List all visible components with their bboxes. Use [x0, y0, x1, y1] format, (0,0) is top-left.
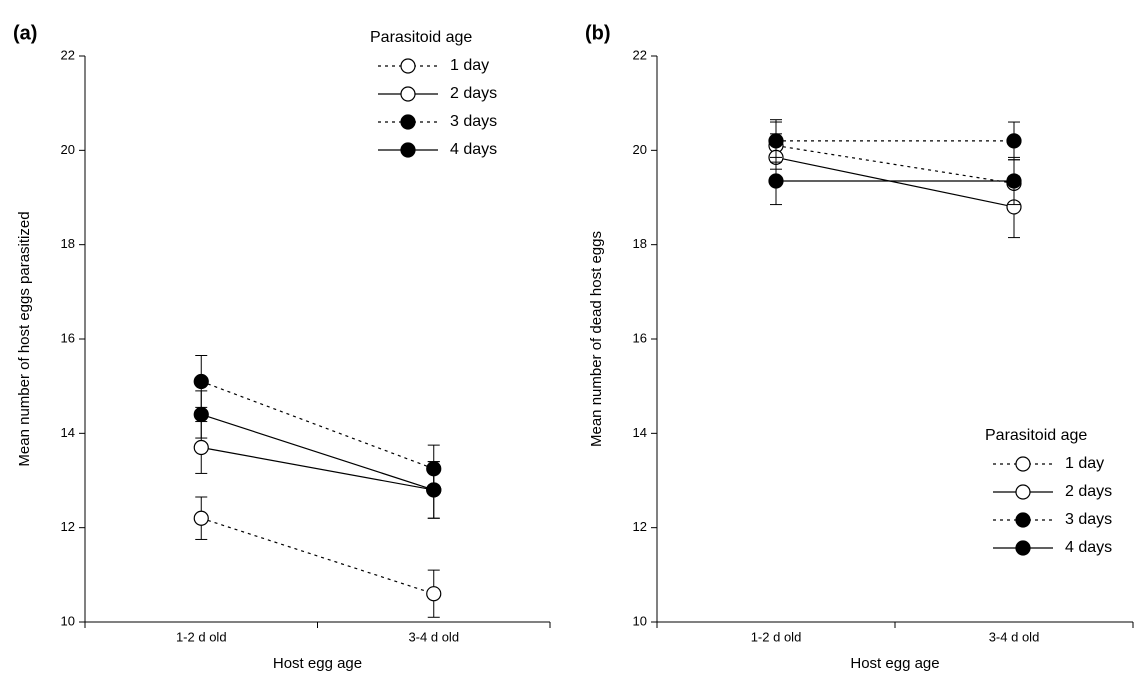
legend-title: Parasitoid age: [370, 29, 472, 46]
y-axis-label: Mean number of dead host eggs: [588, 231, 605, 447]
data-point: [193, 510, 209, 526]
panel-label: (a): [13, 22, 37, 44]
data-point: [193, 406, 209, 423]
series-line: [201, 380, 434, 470]
y-tick-label: 10: [61, 613, 75, 628]
y-axis-label: Mean number of host eggs parasitized: [16, 211, 33, 466]
x-tick-label: 3-4 d old: [408, 629, 459, 644]
legend-label: 3 days: [450, 113, 497, 130]
data-point: [426, 586, 442, 602]
data-point: [426, 482, 442, 498]
series-line: [775, 145, 1015, 184]
y-tick-label: 22: [61, 47, 75, 62]
series-line: [201, 517, 434, 595]
legend-marker: [400, 114, 416, 130]
legend-label: 1 day: [450, 57, 489, 74]
y-tick-label: 18: [61, 236, 75, 251]
data-point: [1006, 173, 1022, 189]
x-axis-label: Host egg age: [273, 655, 362, 672]
legend-title: Parasitoid age: [985, 427, 1087, 444]
x-axis-label: Host egg age: [850, 655, 939, 672]
y-tick-label: 12: [61, 519, 75, 534]
legend-marker: [1015, 512, 1031, 528]
legend-marker: [1015, 484, 1031, 500]
series-line: [201, 446, 434, 491]
legend-label: 4 days: [1065, 539, 1112, 556]
legend-marker: [1015, 540, 1031, 556]
x-tick-label: 1-2 d old: [751, 629, 802, 644]
legend-label: 2 days: [1065, 483, 1112, 500]
data-point: [193, 439, 209, 456]
data-point: [768, 133, 784, 149]
y-tick-label: 14: [61, 425, 75, 440]
legend-marker: [400, 58, 416, 74]
data-point: [768, 173, 784, 189]
y-tick-label: 22: [633, 47, 647, 62]
y-tick-label: 20: [633, 142, 647, 157]
y-tick-label: 20: [61, 142, 75, 157]
y-tick-label: 18: [633, 236, 647, 251]
series-line: [775, 156, 1015, 208]
y-tick-label: 16: [633, 330, 647, 345]
data-point: [193, 373, 209, 390]
data-point: [1006, 133, 1022, 149]
legend-label: 2 days: [450, 85, 497, 102]
y-tick-label: 10: [633, 613, 647, 628]
legend-marker: [400, 86, 416, 102]
legend-label: 3 days: [1065, 511, 1112, 528]
y-tick-label: 14: [633, 425, 647, 440]
series-line: [201, 413, 434, 491]
panel-label: (b): [585, 22, 611, 44]
y-tick-label: 16: [61, 330, 75, 345]
x-tick-label: 3-4 d old: [989, 629, 1040, 644]
legend-label: 1 day: [1065, 455, 1104, 472]
legend-marker: [400, 142, 416, 158]
legend-label: 4 days: [450, 141, 497, 158]
legend-marker: [1015, 456, 1031, 472]
x-tick-label: 1-2 d old: [176, 629, 227, 644]
y-tick-label: 12: [633, 519, 647, 534]
